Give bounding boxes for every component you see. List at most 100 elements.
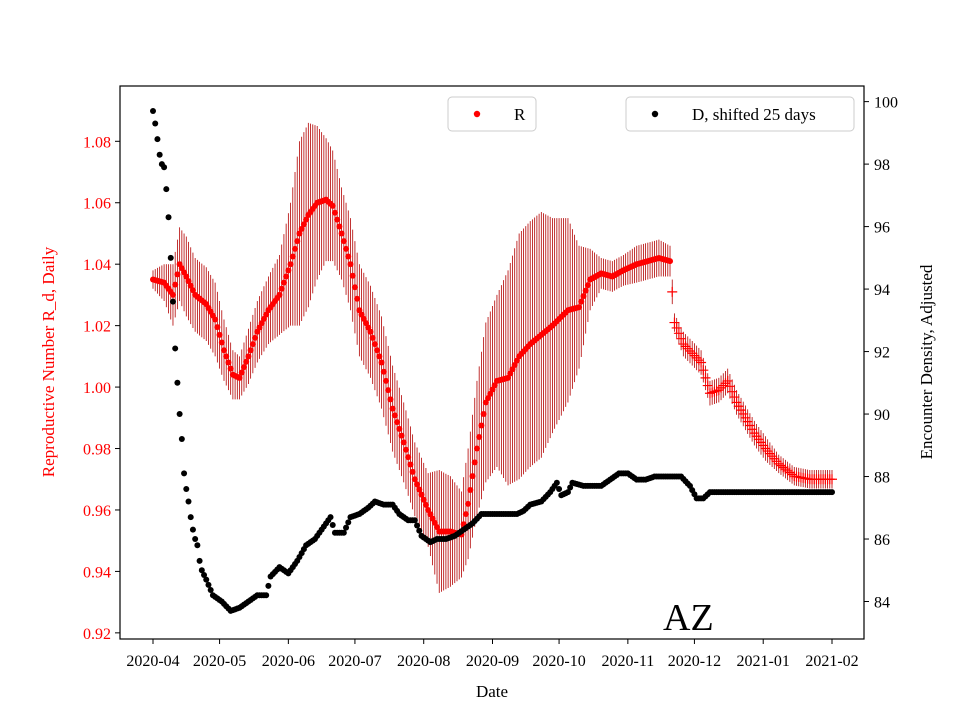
r-point — [389, 405, 396, 412]
r-point — [185, 278, 192, 285]
r-point-plus — [764, 448, 775, 459]
y-left-tick-label: 1.02 — [83, 319, 111, 336]
r-point-plus — [667, 286, 678, 297]
r-point-plus — [676, 333, 687, 344]
x-tick-label: 2020-05 — [193, 653, 246, 670]
legend-d-label: D, shifted 25 days — [692, 105, 816, 124]
y-right-tick-label: 92 — [874, 345, 890, 362]
d-point — [161, 164, 168, 171]
r-point-plus — [722, 375, 733, 386]
y-right-tick-label: 98 — [874, 157, 890, 174]
r-point — [391, 412, 398, 419]
r-point-plus — [671, 322, 682, 333]
y-left-tick-label: 1.04 — [83, 257, 111, 274]
d-point — [329, 521, 336, 528]
r-point — [172, 281, 179, 288]
r-point — [183, 273, 190, 280]
d-point — [152, 120, 159, 127]
d-point — [201, 571, 208, 578]
x-tick-label: 2020-08 — [397, 653, 450, 670]
r-point-plus — [718, 380, 729, 391]
r-point — [405, 454, 412, 461]
y-axis-right-label: Encounter Density, Adjusted — [917, 264, 936, 459]
r-point — [378, 359, 385, 366]
d-point — [567, 484, 574, 491]
r-point — [218, 339, 225, 346]
r-point — [252, 334, 259, 341]
r-point — [300, 221, 307, 228]
r-point-plus — [771, 456, 782, 467]
r-point — [376, 353, 383, 360]
x-tick-label: 2021-02 — [805, 653, 858, 670]
r-point — [394, 419, 401, 426]
r-point-plus — [727, 386, 738, 397]
r-point — [345, 253, 352, 260]
r-point — [385, 387, 392, 394]
d-point — [340, 529, 347, 536]
y-left-tick-label: 0.94 — [83, 564, 111, 581]
y-right-tick-label: 86 — [874, 532, 890, 549]
r-point — [351, 284, 358, 291]
r-point — [294, 238, 301, 245]
r-point-plus — [693, 355, 704, 366]
d-point — [414, 522, 421, 529]
d-point — [163, 186, 170, 193]
r-point — [298, 225, 305, 232]
r-point — [216, 331, 223, 338]
r-point — [285, 267, 292, 274]
d-point — [189, 526, 196, 533]
y-right-tick-label: 96 — [874, 220, 890, 237]
r-point — [582, 287, 589, 294]
r-point — [187, 282, 194, 289]
r-point-plus — [682, 343, 693, 354]
r-point — [584, 282, 591, 289]
r-point — [289, 253, 296, 260]
r-point — [221, 347, 228, 354]
r-point-plus — [769, 453, 780, 464]
r-point-plus — [787, 469, 798, 480]
r-point-plus — [713, 385, 724, 396]
r-point — [396, 425, 403, 432]
r-point — [340, 238, 347, 245]
r-point — [371, 341, 378, 348]
d-point — [829, 489, 835, 496]
r-point — [174, 271, 181, 278]
r-point-plus — [680, 341, 691, 352]
r-point — [478, 422, 485, 429]
legend-r: R — [447, 96, 537, 132]
r-point — [336, 223, 343, 230]
d-series — [150, 107, 835, 614]
r-point — [411, 476, 418, 483]
r-point — [380, 368, 387, 375]
r-point-plus — [698, 365, 709, 376]
r-point — [374, 347, 381, 354]
r-point-plus — [669, 317, 680, 328]
r-point-plus — [827, 474, 837, 485]
r-point — [409, 468, 416, 475]
r-point — [400, 439, 407, 446]
r-point — [347, 261, 354, 268]
d-point — [181, 470, 188, 477]
d-point — [345, 519, 352, 526]
r-point-plus — [709, 386, 720, 397]
r-point — [576, 304, 583, 311]
r-point — [287, 261, 294, 268]
r-point — [276, 291, 283, 298]
y-left-tick-label: 1.00 — [83, 380, 111, 397]
r-point — [245, 353, 252, 360]
r-point — [416, 486, 423, 493]
r-point — [238, 369, 245, 376]
y-left-tick-label: 0.96 — [83, 503, 111, 520]
r-point — [420, 496, 427, 503]
y-left-tick-label: 1.06 — [83, 196, 111, 213]
legend-d-marker — [651, 110, 659, 118]
d-point — [167, 254, 174, 261]
r-point — [236, 374, 243, 381]
legend-d: D, shifted 25 days — [625, 96, 855, 132]
r-point — [223, 353, 230, 360]
r-point — [580, 293, 587, 300]
d-point — [327, 514, 334, 521]
x-axis-label: Date — [476, 682, 508, 701]
d-point — [154, 136, 161, 143]
